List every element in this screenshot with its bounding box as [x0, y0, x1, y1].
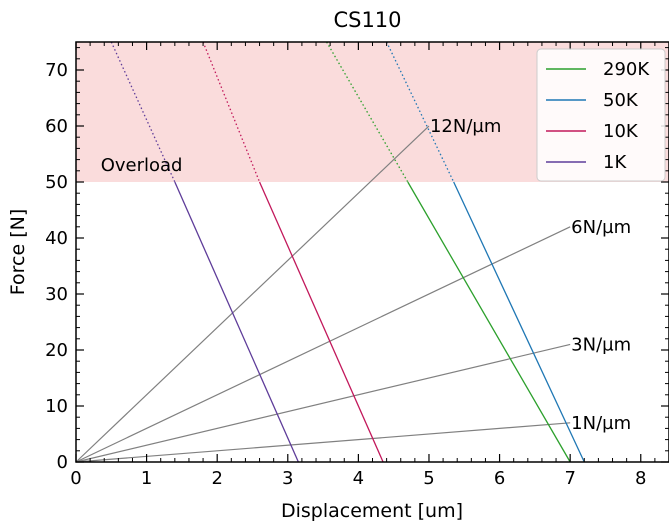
- overload-label: Overload: [101, 155, 183, 176]
- x-tick-label: 6: [494, 468, 505, 489]
- stiffness-label: 1N/µm: [571, 413, 631, 434]
- legend-label: 1K: [603, 152, 627, 173]
- series-line-overload: [386, 41, 455, 183]
- series-line-overload: [110, 41, 176, 183]
- series-line: [407, 181, 571, 463]
- x-tick-label: 7: [564, 468, 575, 489]
- series-line: [453, 181, 585, 463]
- y-tick-label: 10: [45, 396, 68, 417]
- y-tick-label: 60: [45, 116, 68, 137]
- x-tick-label: 3: [282, 468, 293, 489]
- y-tick-label: 0: [57, 452, 68, 473]
- series-line: [258, 181, 384, 463]
- series-line-overload: [326, 41, 409, 183]
- y-tick-label: 20: [45, 340, 68, 361]
- series-line: [174, 181, 299, 463]
- y-tick-label: 30: [45, 284, 68, 305]
- annotations-layer: Overload 12N/µm 6N/µm 3N/µm 1N/µm: [101, 116, 631, 434]
- legend-box: [536, 48, 666, 182]
- x-tick-label: 0: [70, 468, 81, 489]
- legend: 290K 50K 10K 1K: [536, 48, 666, 182]
- chart-title: CS110: [333, 8, 401, 32]
- x-tick-label: 1: [141, 468, 152, 489]
- stiffness-label: 3N/µm: [571, 334, 631, 355]
- x-axis-label: Displacement [um]: [281, 500, 463, 522]
- x-tick-label: 8: [635, 468, 646, 489]
- y-tick-label: 50: [45, 172, 68, 193]
- stiffness-line: [75, 226, 571, 463]
- x-tick-label: 4: [353, 468, 364, 489]
- legend-label: 50K: [603, 90, 639, 111]
- y-tick-label: 70: [45, 60, 68, 81]
- y-tick-label: 40: [45, 228, 68, 249]
- stiffness-line: [75, 125, 430, 463]
- x-tick-label: 5: [423, 468, 434, 489]
- lines-layer: [75, 41, 585, 463]
- legend-label: 290K: [603, 59, 650, 80]
- stiffness-line: [75, 343, 571, 463]
- series-line-overload: [202, 41, 261, 183]
- stiffness-line: [75, 422, 571, 463]
- legend-label: 10K: [603, 121, 639, 142]
- stiffness-label: 12N/µm: [430, 116, 501, 137]
- x-tick-label: 2: [211, 468, 222, 489]
- y-axis-label: Force [N]: [7, 209, 29, 295]
- stiffness-label: 6N/µm: [571, 217, 631, 238]
